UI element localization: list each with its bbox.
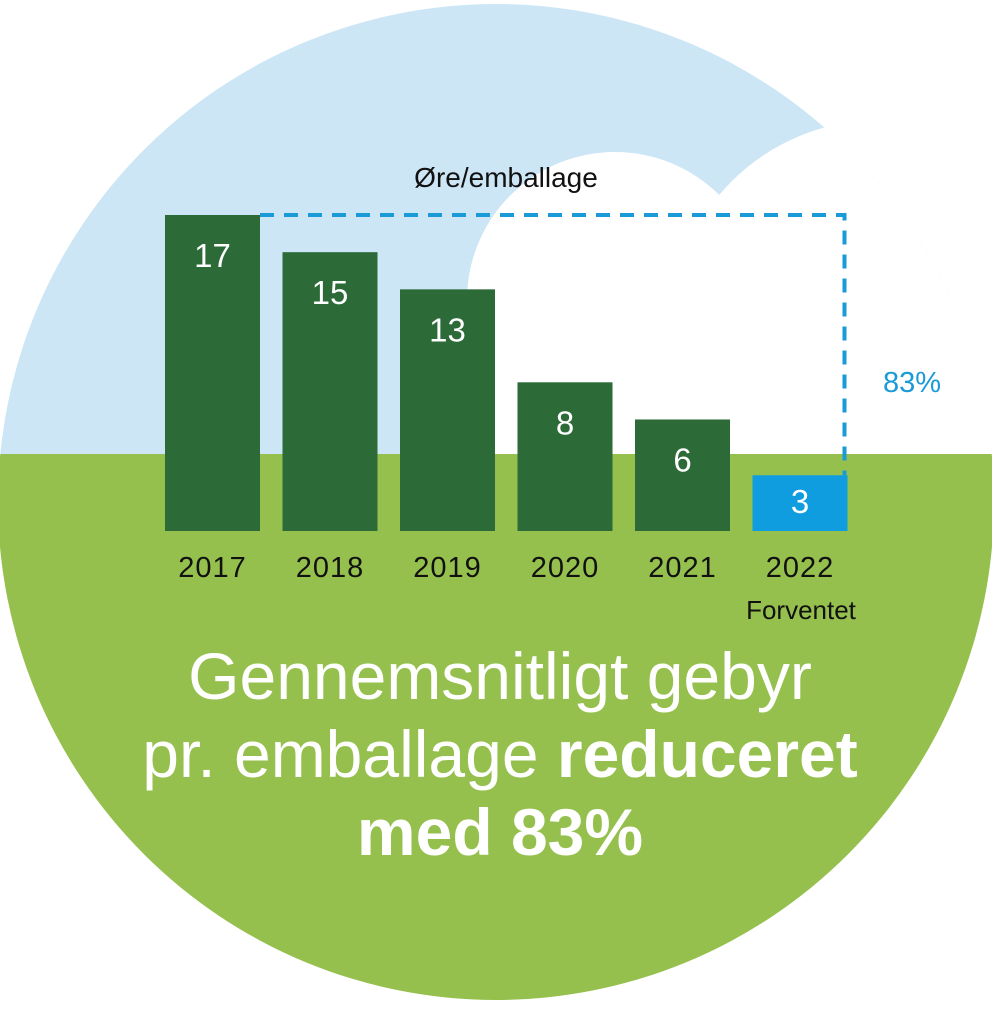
bar-value-2018: 15 — [312, 274, 349, 311]
bar-series: 17 2017 15 2018 13 2019 8 2020 6 2021 3 2022 — [165, 215, 848, 584]
x-tick-2017: 2017 — [178, 552, 247, 584]
bar-2020 — [517, 382, 613, 531]
unit-label: Øre/emballage — [414, 162, 598, 193]
x-tick-2022: 2022 — [766, 552, 835, 584]
bar-value-2022: 3 — [791, 483, 809, 520]
bar-value-2019: 13 — [429, 311, 466, 348]
reduction-dashed-line — [260, 213, 847, 476]
headline-line-2: pr. emballage reduceret — [142, 717, 857, 791]
x-tick-2019: 2019 — [413, 552, 482, 584]
bar-2022 — [752, 475, 848, 531]
x-tick-2021: 2021 — [648, 552, 717, 584]
headline-line-3: med 83% — [357, 795, 643, 869]
bar-value-2021: 6 — [673, 441, 691, 478]
x-tick-2020: 2020 — [531, 552, 600, 584]
forecast-note: Forventet — [746, 595, 857, 625]
reduction-label: 83% — [883, 367, 941, 399]
headline-line-2-bold: reduceret — [557, 717, 858, 791]
bar-2017 — [165, 215, 260, 531]
bar-value-2017: 17 — [194, 237, 231, 274]
bar-2021 — [635, 419, 730, 531]
bar-2019 — [400, 289, 495, 531]
bar-value-2020: 8 — [556, 404, 574, 441]
x-tick-2018: 2018 — [296, 552, 365, 584]
headline-line-1: Gennemsnitligt gebyr — [188, 639, 812, 713]
bar-2018 — [282, 252, 378, 532]
headline-line-2-regular: pr. emballage — [142, 717, 557, 791]
